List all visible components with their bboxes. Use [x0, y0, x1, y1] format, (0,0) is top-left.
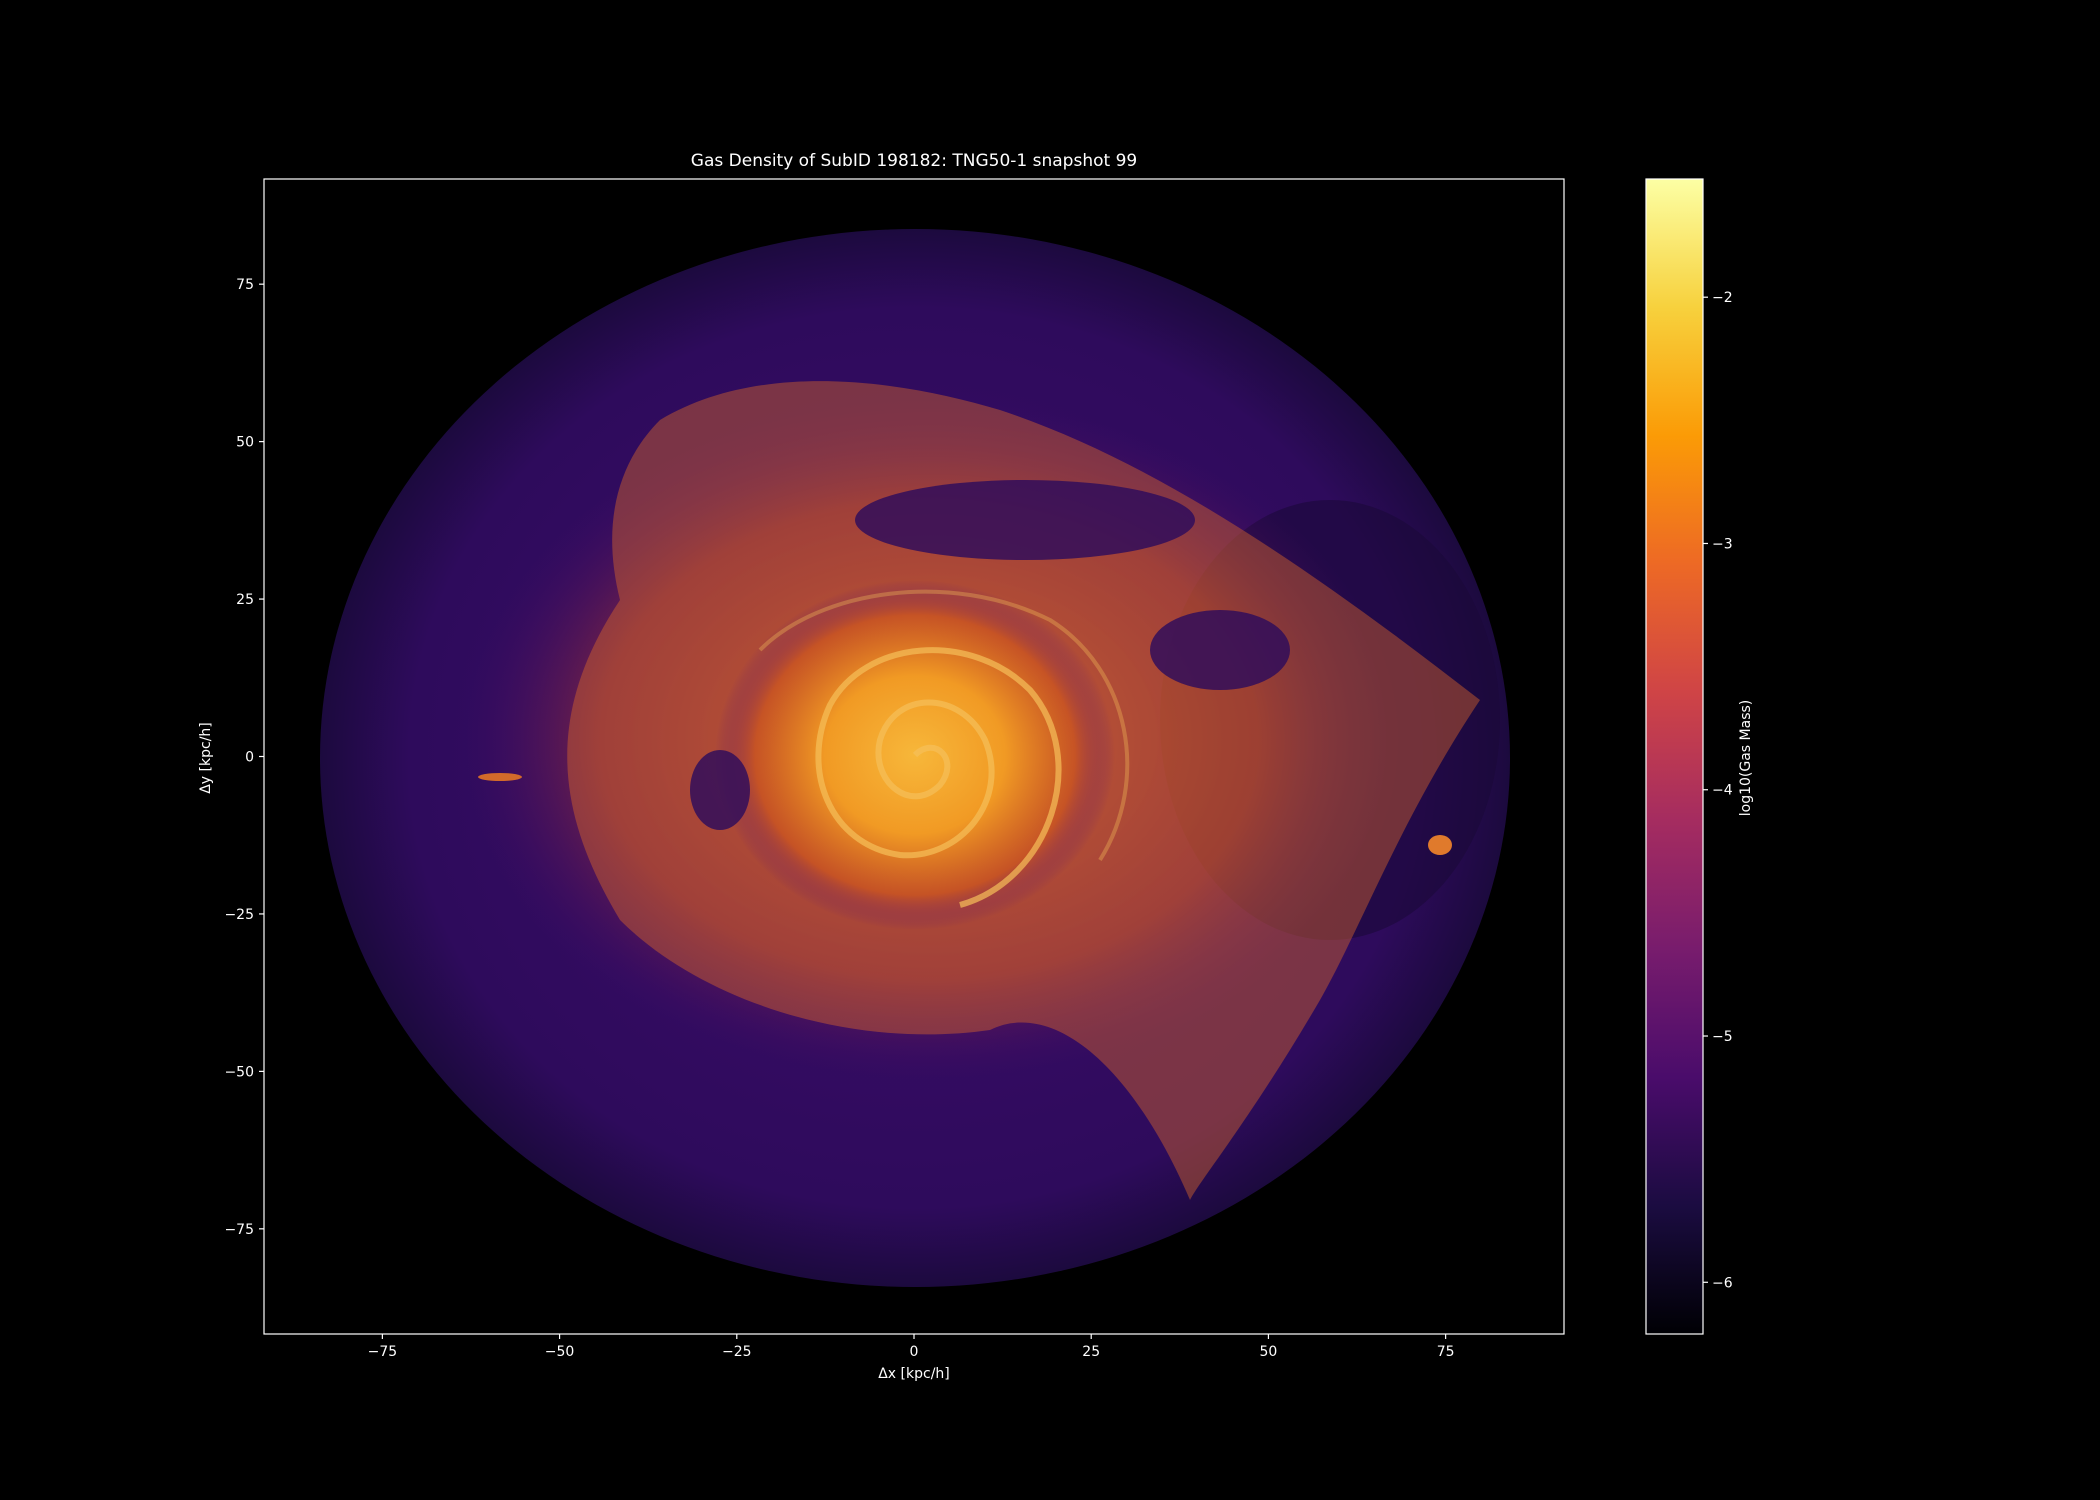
- colorbar: [1645, 178, 1704, 1335]
- colorbar-tick-label: −2: [1712, 290, 1733, 306]
- colorbar-tick-label: −3: [1712, 536, 1733, 552]
- x-tick-label: −25: [722, 1344, 752, 1360]
- x-tick-label: 50: [1260, 1344, 1278, 1360]
- x-tick-label: 75: [1437, 1344, 1455, 1360]
- chart-title: Gas Density of SubID 198182: TNG50-1 sna…: [691, 151, 1137, 171]
- colorbar-tick-label: −6: [1712, 1275, 1733, 1291]
- y-tick-label: −50: [224, 1064, 254, 1080]
- y-tick-label: 75: [236, 277, 254, 293]
- x-axis-label: Δx [kpc/h]: [878, 1366, 950, 1382]
- colorbar-tick-label: −4: [1712, 783, 1733, 799]
- y-tick-label: 0: [245, 750, 254, 766]
- y-tick-label: −25: [224, 907, 254, 923]
- gas-image: [320, 229, 1510, 1287]
- y-tick-label: 25: [236, 592, 254, 608]
- colorbar-label: log10(Gas Mass): [1738, 700, 1754, 817]
- colorbar-tick-label: −5: [1712, 1029, 1733, 1045]
- y-tick-label: −75: [224, 1222, 254, 1238]
- x-tick-label: 25: [1082, 1344, 1100, 1360]
- x-tick-label: 0: [910, 1344, 919, 1360]
- y-axis-label: Δy [kpc/h]: [198, 722, 214, 794]
- x-tick-label: −75: [368, 1344, 398, 1360]
- x-tick-label: −50: [545, 1344, 575, 1360]
- y-tick-label: 50: [236, 435, 254, 451]
